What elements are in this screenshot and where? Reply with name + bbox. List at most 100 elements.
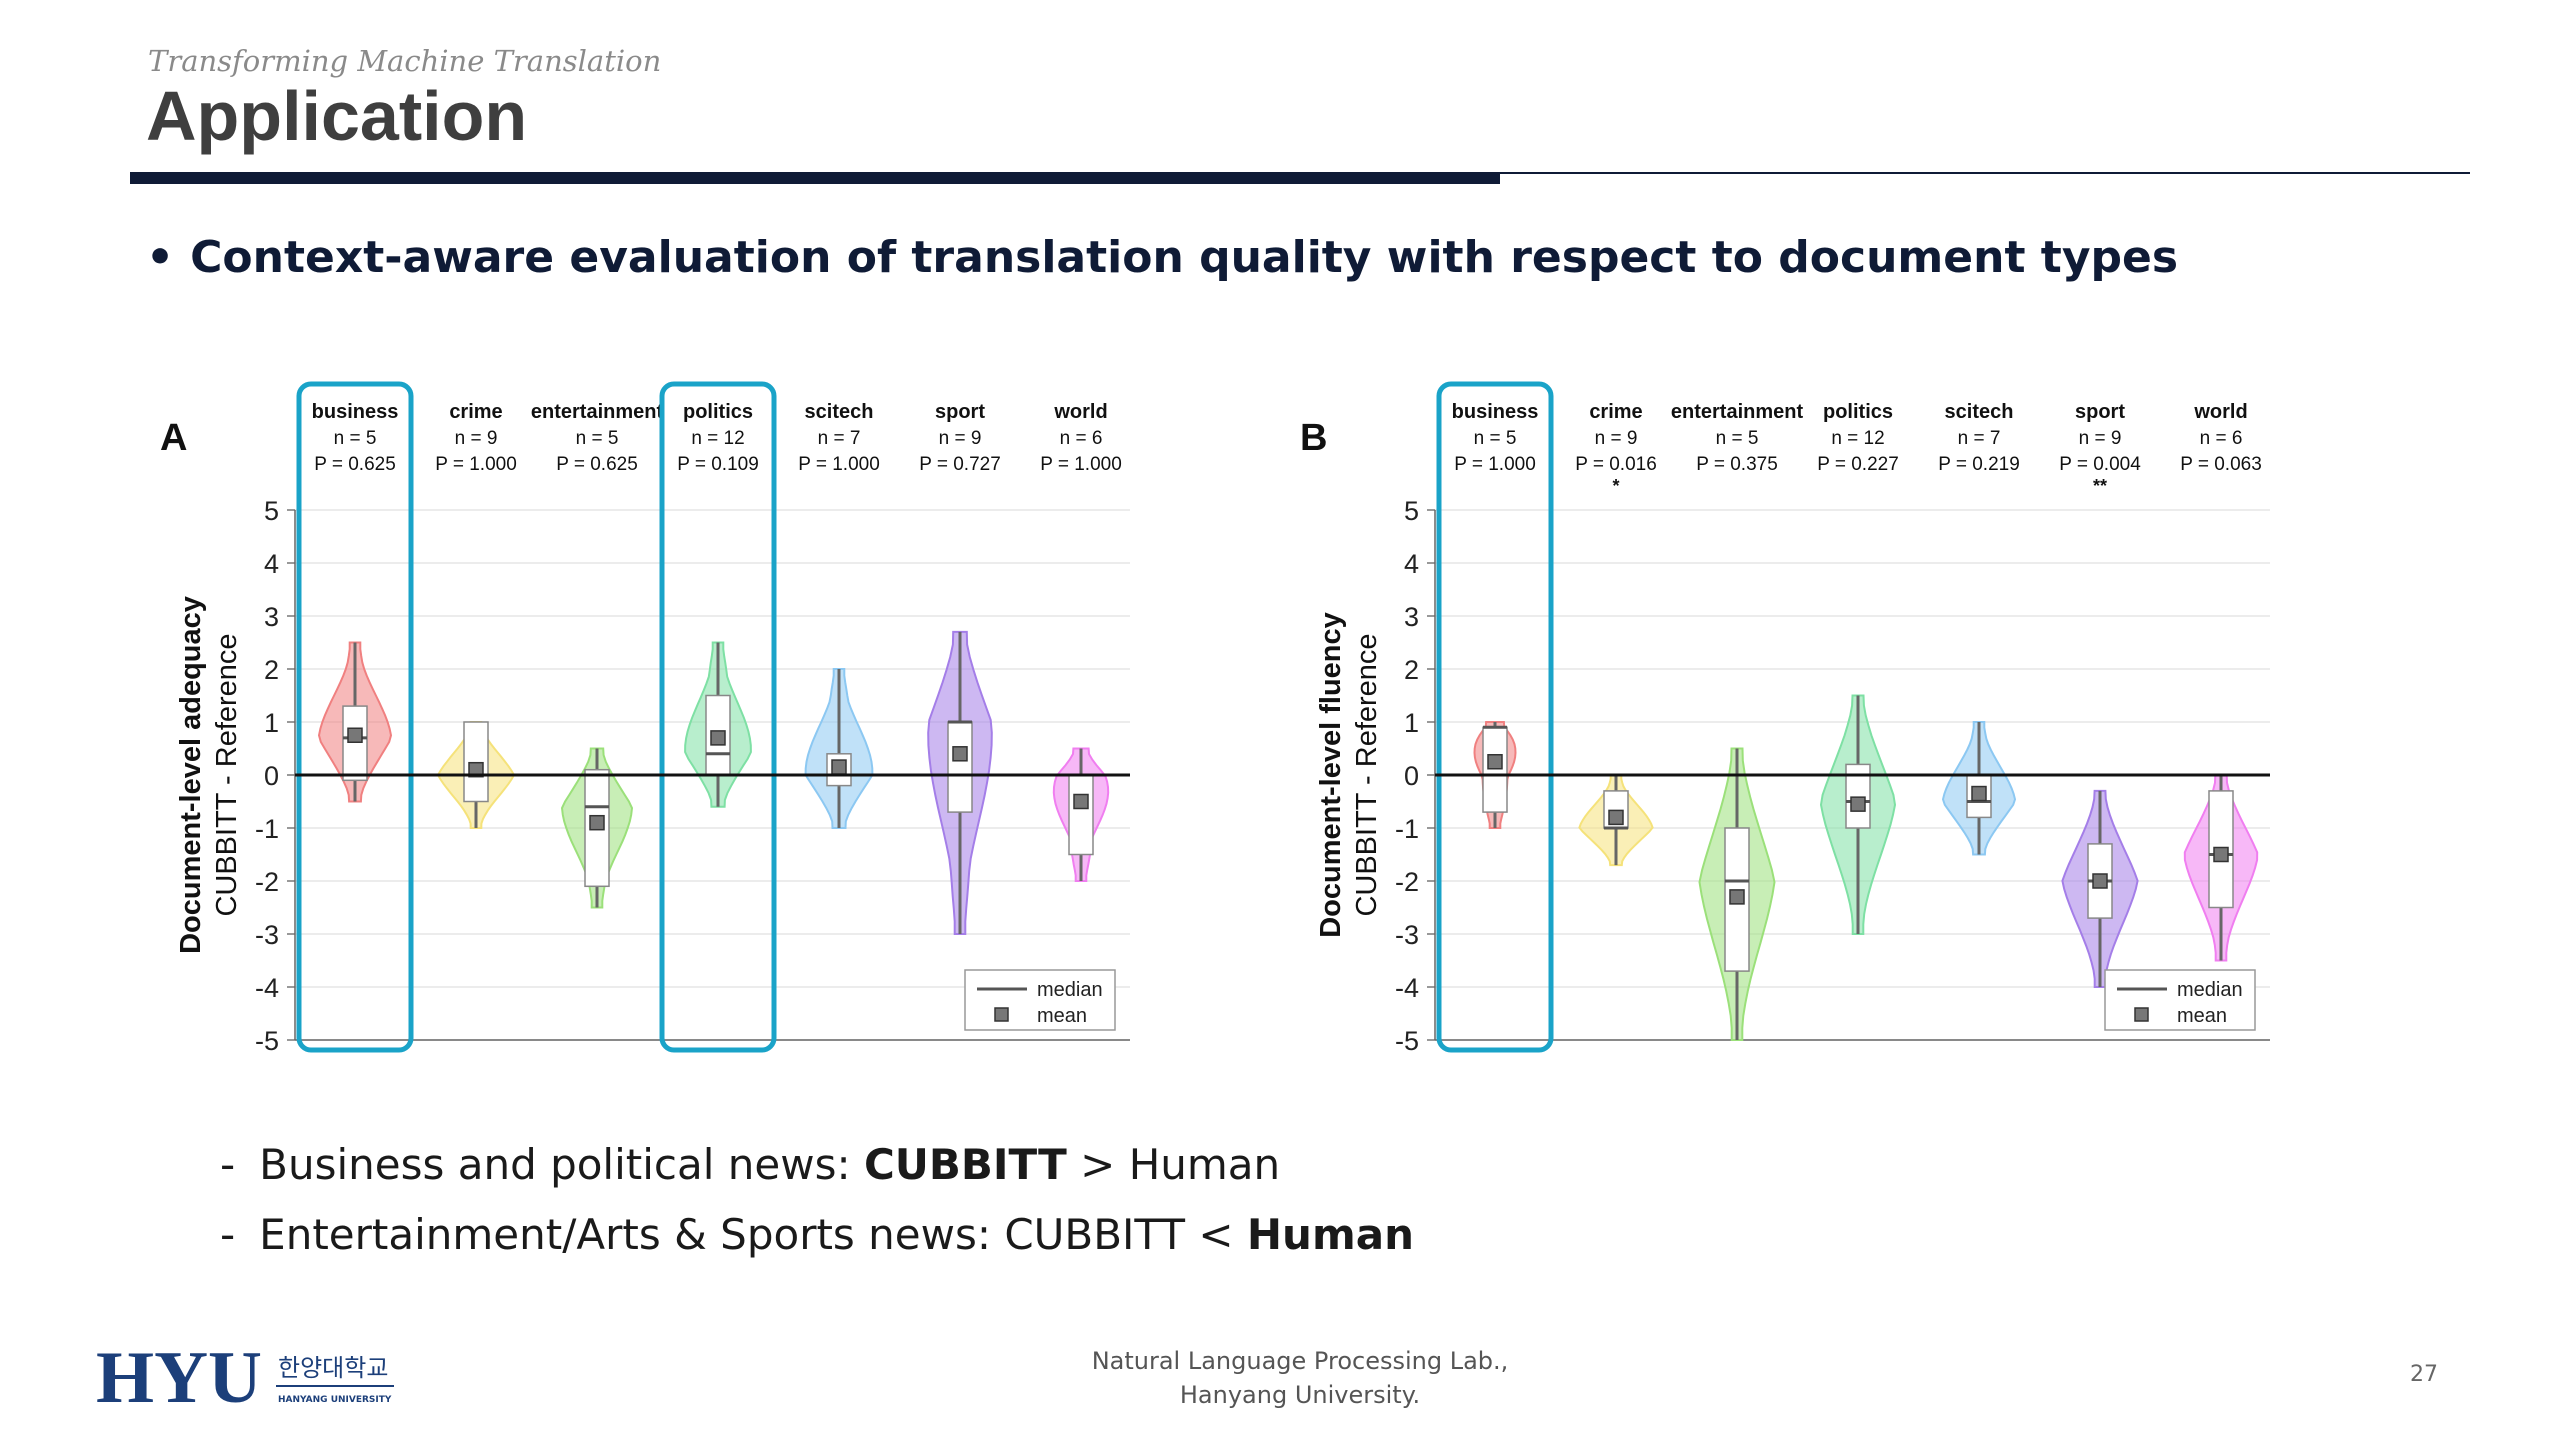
sub-point-1-prefix: Business and political news:	[259, 1140, 864, 1189]
group-significance: **	[2093, 476, 2107, 496]
title-rule-thick	[130, 172, 1500, 184]
group-label: entertainment	[1671, 401, 1804, 423]
y-tick-label: -3	[255, 920, 279, 950]
title-rule-thin	[1500, 172, 2470, 174]
legend-median-label: median	[1037, 979, 1103, 1001]
panel-letter: A	[160, 417, 187, 459]
mean-marker	[1487, 754, 1503, 770]
mean-marker	[468, 761, 484, 778]
legend-box	[2104, 969, 2256, 1031]
group-n: n = 12	[691, 428, 744, 449]
mean-marker	[1073, 793, 1089, 810]
group-p-value: P = 0.625	[556, 454, 638, 475]
footer-line-2: Hanyang University.	[1179, 1381, 1421, 1409]
y-tick-label: 3	[1404, 602, 1419, 632]
y-tick-label: -1	[1395, 814, 1419, 844]
y-axis-label: CUBBITT - Reference	[1351, 633, 1383, 916]
group-n: n = 5	[576, 428, 619, 449]
logo-korean-text: 한양대학교	[278, 1354, 388, 1382]
group-p-value: P = 0.109	[677, 454, 759, 475]
group-label: scitech	[1945, 401, 2014, 423]
mean-marker	[2213, 846, 2229, 863]
panel-letter: B	[1300, 417, 1327, 459]
group-p-value: P = 0.004	[2059, 454, 2141, 475]
group-n: n = 7	[818, 428, 861, 449]
violin-group-business: business n = 5 P = 0.625	[296, 381, 414, 1053]
y-tick-label: 0	[1404, 761, 1419, 791]
logo-english-text: HANYANG UNIVERSITY	[278, 1395, 392, 1405]
violin-group-world: world n = 6 P = 0.063	[2180, 401, 2262, 962]
legend-mean-swatch	[2134, 1007, 2149, 1022]
slide-title: Application	[146, 77, 528, 155]
footer-lab: Natural Language Processing Lab., Hanyan…	[1030, 1344, 1570, 1412]
main-bullet: • Context-aware evaluation of translation…	[146, 232, 2178, 283]
chart-panel-A: A 5 4 3 2 1 0 -1 -2 -3 -4 -5 Document-level adequacy…	[160, 381, 1130, 1056]
y-tick-label: 5	[264, 496, 279, 526]
mean-marker	[831, 759, 847, 775]
y-tick-label: -1	[255, 814, 279, 844]
chart-legend: median mean	[2104, 969, 2256, 1031]
violin-group-scitech: scitech n = 7 P = 0.219	[1938, 401, 2020, 856]
group-label: scitech	[805, 401, 874, 423]
iqr-box	[463, 721, 489, 803]
group-label: crime	[1589, 401, 1642, 423]
group-label: entertainment	[531, 401, 664, 423]
iqr-box	[1068, 774, 1094, 856]
y-tick-label: -2	[1395, 867, 1419, 897]
legend-median-label: median	[2177, 979, 2243, 1001]
bullet-dot: •	[146, 232, 175, 283]
y-axis-label-bold: Document-level fluency	[1315, 612, 1347, 938]
group-label: crime	[449, 401, 502, 423]
page-number: 27	[2410, 1362, 2438, 1387]
y-tick-label: 4	[1404, 549, 1419, 579]
violin-charts: A 5 4 3 2 1 0 -1 -2 -3 -4 -5 Document-level adequacy…	[160, 381, 2270, 1056]
highlight-box	[296, 381, 414, 1053]
y-tick-label: 0	[264, 761, 279, 791]
violin-group-politics: politics n = 12 P = 0.109	[659, 381, 777, 1053]
y-tick-label: 3	[264, 602, 279, 632]
y-tick-label: 4	[264, 549, 279, 579]
group-p-value: P = 1.000	[1454, 454, 1536, 475]
y-tick-label: 2	[264, 655, 279, 685]
group-label: world	[2193, 401, 2247, 423]
group-n: n = 9	[1595, 428, 1638, 449]
group-p-value: P = 1.000	[798, 454, 880, 475]
mean-marker	[1608, 809, 1624, 826]
sub-point-2-prefix: Entertainment/Arts & Sports news: CUBBIT…	[259, 1210, 1247, 1259]
group-n: n = 9	[2079, 428, 2122, 449]
group-label: politics	[1823, 401, 1893, 423]
y-tick-label: -5	[255, 1026, 279, 1056]
iqr-box	[947, 721, 973, 813]
footer-line-1: Natural Language Processing Lab.,	[1091, 1347, 1509, 1375]
legend-mean-label: mean	[2177, 1005, 2227, 1027]
violin-group-crime: crime n = 9 P = 1.000	[435, 401, 517, 829]
y-tick-label: 1	[264, 708, 279, 738]
group-p-value: P = 0.219	[1938, 454, 2020, 475]
group-label: business	[312, 401, 399, 423]
mean-marker	[2092, 873, 2108, 889]
logo-hyu-text: HYU	[96, 1340, 262, 1412]
y-tick-label: -3	[1395, 920, 1419, 950]
group-n: n = 6	[1060, 428, 1103, 449]
group-n: n = 5	[334, 428, 377, 449]
violin-group-business: business n = 5 P = 1.000	[1436, 381, 1554, 1053]
group-p-value: P = 0.227	[1817, 454, 1899, 475]
group-n: n = 6	[2200, 428, 2243, 449]
group-n: n = 5	[1716, 428, 1759, 449]
y-tick-label: 5	[1404, 496, 1419, 526]
y-tick-label: -5	[1395, 1026, 1419, 1056]
group-p-value: P = 0.016	[1575, 454, 1657, 475]
group-p-value: P = 1.000	[1040, 454, 1122, 475]
group-p-value: P = 0.727	[919, 454, 1001, 475]
group-n: n = 9	[455, 428, 498, 449]
chart-legend: median mean	[964, 969, 1116, 1031]
mean-marker	[347, 727, 363, 743]
sub-point-2: - Entertainment/Arts & Sports news: CUBBI…	[220, 1210, 1414, 1259]
y-tick-label: -4	[255, 973, 279, 1003]
group-label: business	[1452, 401, 1539, 423]
group-n: n = 9	[939, 428, 982, 449]
violin-group-entertainment: entertainment n = 5 P = 0.375	[1671, 401, 1804, 1041]
group-n: n = 5	[1474, 428, 1517, 449]
violin-group-crime: crime n = 9 P = 0.016*	[1575, 401, 1657, 867]
violin-group-sport: sport n = 9 P = 0.004**	[2059, 401, 2141, 988]
